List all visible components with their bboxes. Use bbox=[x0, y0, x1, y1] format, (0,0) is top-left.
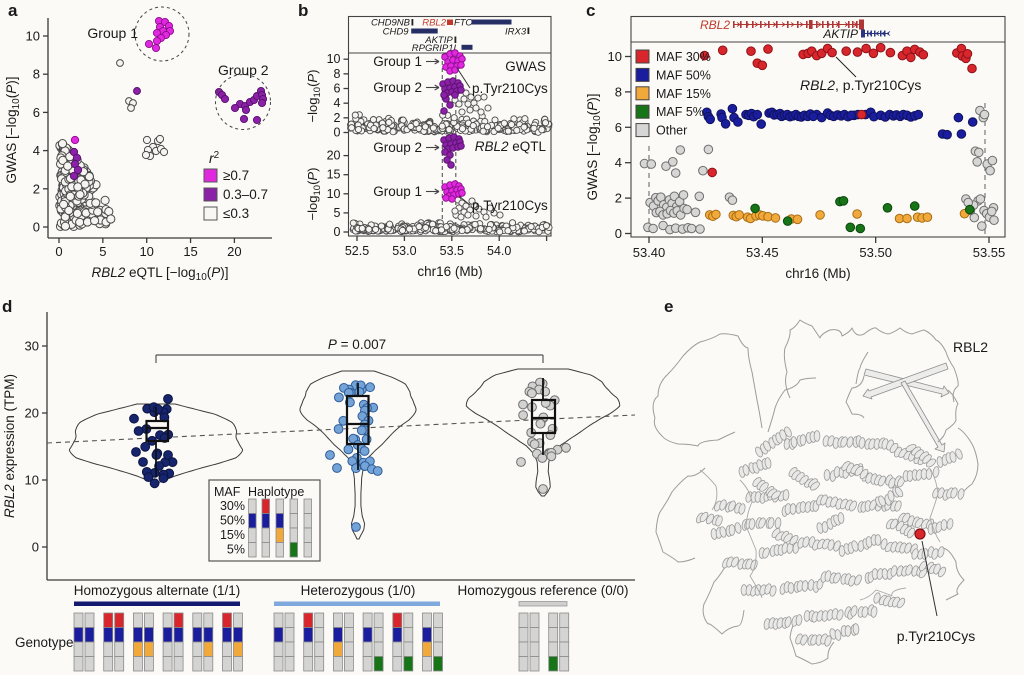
svg-text:4: 4 bbox=[33, 143, 40, 158]
svg-text:GWAS: GWAS bbox=[505, 59, 546, 74]
svg-text:FTO: FTO bbox=[454, 18, 473, 29]
svg-text:0: 0 bbox=[334, 225, 341, 239]
svg-text:AKTIP: AKTIP bbox=[424, 35, 453, 46]
svg-text:10: 10 bbox=[139, 244, 153, 259]
svg-text:2: 2 bbox=[33, 181, 40, 196]
svg-text:0: 0 bbox=[33, 220, 40, 235]
svg-text:10: 10 bbox=[25, 473, 39, 488]
svg-text:chr16 (Mb): chr16 (Mb) bbox=[785, 266, 850, 281]
svg-text:MAF: MAF bbox=[214, 485, 241, 499]
svg-text:GWAS [−log10(P)]: GWAS [−log10(P)] bbox=[4, 76, 22, 183]
svg-text:Genotype: Genotype bbox=[15, 635, 74, 650]
svg-text:0: 0 bbox=[334, 126, 341, 140]
svg-text:53.55: 53.55 bbox=[973, 245, 1006, 260]
svg-text:10: 10 bbox=[327, 187, 341, 201]
svg-text:53.50: 53.50 bbox=[859, 245, 892, 260]
svg-text:20: 20 bbox=[227, 244, 241, 259]
svg-text:15%: 15% bbox=[220, 528, 245, 542]
svg-text:≥0.7: ≥0.7 bbox=[223, 168, 249, 183]
svg-text:P = 0.007: P = 0.007 bbox=[328, 337, 386, 352]
svg-text:30: 30 bbox=[25, 339, 39, 354]
svg-text:chr16 (Mb): chr16 (Mb) bbox=[417, 264, 482, 279]
svg-text:Other: Other bbox=[656, 124, 687, 138]
svg-text:RBL2 eQTL [−log10(P)]: RBL2 eQTL [−log10(P)] bbox=[91, 265, 228, 283]
svg-text:8: 8 bbox=[615, 84, 622, 99]
svg-text:b: b bbox=[298, 1, 308, 20]
svg-text:Group 2: Group 2 bbox=[218, 62, 269, 78]
svg-text:p.Tyr210Cys: p.Tyr210Cys bbox=[472, 198, 548, 213]
svg-text:RBL2: RBL2 bbox=[953, 339, 988, 355]
svg-text:e: e bbox=[664, 297, 673, 316]
svg-text:15: 15 bbox=[183, 244, 197, 259]
svg-text:Haplotype: Haplotype bbox=[248, 485, 304, 499]
svg-text:4: 4 bbox=[334, 96, 341, 110]
svg-text:6: 6 bbox=[334, 82, 341, 96]
svg-text:MAF 30%: MAF 30% bbox=[656, 50, 711, 64]
svg-text:Group 2: Group 2 bbox=[373, 140, 422, 155]
svg-text:53.0: 53.0 bbox=[392, 244, 416, 258]
svg-text:Group 1: Group 1 bbox=[373, 54, 422, 69]
svg-text:54.0: 54.0 bbox=[487, 244, 511, 258]
svg-text:2: 2 bbox=[334, 111, 341, 125]
svg-text:8: 8 bbox=[33, 67, 40, 82]
svg-text:MAF 50%: MAF 50% bbox=[656, 68, 711, 82]
svg-text:0.3–0.7: 0.3–0.7 bbox=[223, 187, 268, 202]
svg-text:GWAS [−log10(P)]: GWAS [−log10(P)] bbox=[585, 93, 603, 200]
svg-text:20: 20 bbox=[327, 149, 341, 163]
svg-text:p.Tyr210Cys: p.Tyr210Cys bbox=[472, 81, 548, 96]
svg-text:RBL2: RBL2 bbox=[422, 18, 446, 29]
svg-text:≤0.3: ≤0.3 bbox=[223, 206, 249, 221]
svg-text:p.Tyr210Cys: p.Tyr210Cys bbox=[897, 628, 976, 644]
svg-text:d: d bbox=[2, 297, 12, 316]
svg-text:8: 8 bbox=[334, 67, 341, 81]
svg-text:MAF 15%: MAF 15% bbox=[656, 87, 711, 101]
svg-text:0: 0 bbox=[55, 244, 62, 259]
svg-text:AKTIP: AKTIP bbox=[822, 27, 858, 41]
svg-text:Group 1: Group 1 bbox=[373, 184, 422, 199]
svg-text:53.45: 53.45 bbox=[746, 245, 779, 260]
svg-text:52.5: 52.5 bbox=[345, 244, 369, 258]
svg-text:15: 15 bbox=[327, 168, 341, 182]
svg-text:Group 2: Group 2 bbox=[373, 80, 422, 95]
svg-text:5: 5 bbox=[334, 206, 341, 220]
svg-text:Group 1: Group 1 bbox=[87, 25, 138, 41]
svg-text:10: 10 bbox=[327, 52, 341, 66]
svg-text:c: c bbox=[586, 1, 595, 20]
svg-text:RBL2, p.Tyr210Cys: RBL2, p.Tyr210Cys bbox=[800, 77, 921, 93]
svg-text:RBL2 eQTL: RBL2 eQTL bbox=[475, 139, 547, 154]
svg-text:0: 0 bbox=[32, 540, 39, 555]
svg-text:MAF 5%: MAF 5% bbox=[656, 105, 704, 119]
svg-text:−log10(P): −log10(P) bbox=[305, 70, 323, 123]
svg-text:53.5: 53.5 bbox=[440, 244, 464, 258]
svg-text:RBL2 expression (TPM): RBL2 expression (TPM) bbox=[2, 374, 17, 518]
svg-text:5: 5 bbox=[99, 244, 106, 259]
svg-text:2: 2 bbox=[615, 191, 622, 206]
svg-text:RBL2: RBL2 bbox=[700, 18, 730, 32]
svg-text:r2: r2 bbox=[209, 150, 220, 166]
svg-text:10: 10 bbox=[26, 29, 40, 44]
svg-text:0: 0 bbox=[615, 226, 622, 241]
svg-text:Homozygous reference (0/0): Homozygous reference (0/0) bbox=[457, 583, 628, 598]
svg-text:CHD9: CHD9 bbox=[383, 27, 410, 38]
svg-text:CHD9NB: CHD9NB bbox=[371, 18, 411, 29]
svg-text:10: 10 bbox=[608, 49, 622, 64]
svg-text:a: a bbox=[8, 1, 18, 20]
svg-text:6: 6 bbox=[615, 120, 622, 135]
svg-text:Homozygous alternate (1/1): Homozygous alternate (1/1) bbox=[74, 583, 241, 598]
svg-text:5%: 5% bbox=[227, 543, 245, 557]
svg-text:4: 4 bbox=[615, 155, 622, 170]
svg-text:IRX3: IRX3 bbox=[505, 27, 527, 38]
svg-text:−log10(P): −log10(P) bbox=[305, 168, 323, 221]
svg-text:50%: 50% bbox=[220, 514, 245, 528]
svg-text:53.40: 53.40 bbox=[633, 245, 666, 260]
svg-text:6: 6 bbox=[33, 105, 40, 120]
svg-text:Heterozygous (1/0): Heterozygous (1/0) bbox=[301, 583, 416, 598]
svg-text:RPGRIP1L: RPGRIP1L bbox=[412, 43, 459, 54]
svg-text:20: 20 bbox=[25, 406, 39, 421]
svg-text:30%: 30% bbox=[220, 499, 245, 513]
